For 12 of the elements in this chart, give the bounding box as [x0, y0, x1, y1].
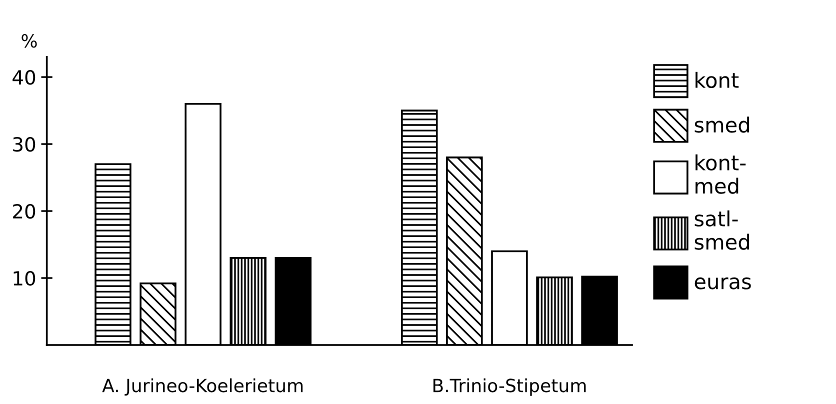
x-tick-label: B.Trinio-Stipetum [433, 378, 586, 396]
y-tick-label: 40 [12, 70, 36, 85]
y-axis-title: % [22, 34, 37, 48]
legend-label: kont- med [696, 154, 746, 194]
y-tick-label: 30 [13, 137, 36, 152]
legend-label: smed [694, 116, 749, 133]
legend-label: kont [696, 72, 739, 88]
x-tick-label: A. Jurineo-Koelerietum [102, 378, 303, 396]
legend-label: euras [694, 277, 751, 290]
y-tick-label: 10 [14, 270, 36, 286]
legend-label: satl- smed [694, 210, 749, 250]
y-tick-label: 20 [13, 204, 36, 219]
